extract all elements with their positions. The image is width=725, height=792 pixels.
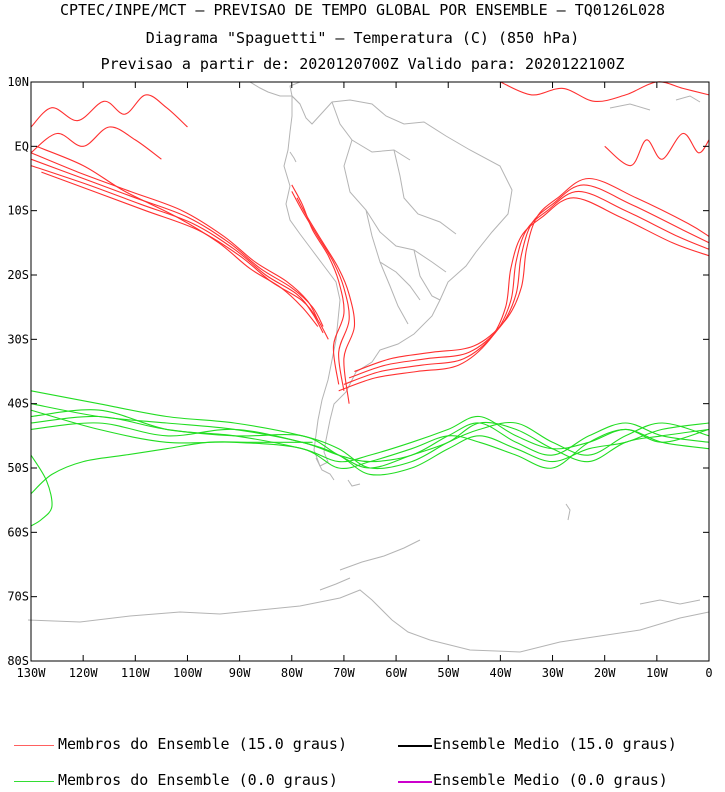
title-line-3: Previsao a partir de: 2020120700Z Valido… bbox=[100, 55, 625, 73]
legend-label-members_0: Membros do Ensemble (0.0 graus) bbox=[58, 771, 338, 789]
x-tick-label: 70W bbox=[333, 666, 355, 680]
coastline bbox=[289, 81, 301, 105]
coastline bbox=[27, 589, 710, 653]
x-tick-label: 110W bbox=[121, 666, 151, 680]
country-border bbox=[413, 249, 441, 301]
coastline bbox=[283, 94, 513, 467]
y-tick-label: 10N bbox=[7, 75, 29, 89]
country-border bbox=[393, 149, 457, 235]
legend-swatch-mean_15 bbox=[398, 745, 432, 747]
series-red-member-2 bbox=[30, 152, 319, 321]
plot-frame bbox=[30, 81, 710, 662]
series-red-atlantic-1 bbox=[348, 184, 710, 379]
legend-swatch-members_15 bbox=[14, 745, 54, 746]
y-tick-label: 20S bbox=[7, 268, 29, 282]
x-tick-label: 0 bbox=[705, 666, 712, 680]
series-red-andes-2 bbox=[296, 197, 356, 404]
x-tick-label: 60W bbox=[385, 666, 407, 680]
x-tick-label: 90W bbox=[229, 666, 251, 680]
x-tick-label: 20W bbox=[594, 666, 616, 680]
series-red-atlantic-3 bbox=[338, 197, 710, 392]
series-red-andes-1 bbox=[291, 191, 350, 391]
series-green-member-6 bbox=[30, 415, 710, 469]
country-border bbox=[343, 139, 447, 273]
coastline-map bbox=[27, 81, 710, 653]
series-red-member-3 bbox=[30, 165, 324, 334]
x-tick-label: 80W bbox=[281, 666, 303, 680]
axes: 130W 120W 110W 100W 90W 80W 70W 60W 50W 40W 30W 20W… bbox=[7, 75, 712, 680]
coastline bbox=[609, 103, 651, 111]
coastline bbox=[315, 457, 335, 481]
coastline bbox=[675, 95, 701, 103]
coastline bbox=[347, 479, 361, 487]
coastline bbox=[249, 81, 292, 97]
series-green-southwest-2 bbox=[30, 441, 313, 495]
series-red-atlantic-4 bbox=[354, 177, 710, 373]
country-border bbox=[331, 101, 411, 161]
series-red-north-pacific-2 bbox=[30, 126, 162, 160]
series-green-southwest-1 bbox=[30, 454, 53, 527]
series-green-member-1 bbox=[30, 403, 710, 463]
series-red-north-atlantic-1 bbox=[500, 81, 710, 103]
series-red-member-5 bbox=[41, 171, 329, 340]
coastline bbox=[289, 151, 297, 163]
title-line-2: Diagrama "Spaguetti" – Temperatura (C) (… bbox=[145, 29, 580, 47]
coastline bbox=[639, 599, 701, 605]
series-red-andes-3 bbox=[291, 184, 345, 385]
x-tick-label: 100W bbox=[173, 666, 203, 680]
x-tick-label: 30W bbox=[542, 666, 564, 680]
series-red-atlantic-2 bbox=[343, 190, 710, 385]
x-tick-label: 40W bbox=[490, 666, 512, 680]
series-red-north-atlantic-2 bbox=[604, 132, 710, 167]
y-tick-label: 50S bbox=[7, 461, 29, 475]
title-line-1: CPTEC/INPE/MCT – PREVISAO DE TEMPO GLOBA… bbox=[59, 1, 666, 19]
y-tick-label: 40S bbox=[7, 397, 29, 411]
series-layer bbox=[30, 81, 710, 527]
y-tick-label: 60S bbox=[7, 525, 29, 539]
country-border bbox=[379, 261, 421, 301]
series-red-north-pacific-1 bbox=[30, 94, 188, 128]
y-tick-label: 10S bbox=[7, 204, 29, 218]
coastline bbox=[319, 577, 351, 591]
legend-label-members_15: Membros do Ensemble (15.0 graus) bbox=[58, 735, 347, 753]
x-tick-label: 50W bbox=[437, 666, 459, 680]
y-tick-label: EQ bbox=[15, 139, 29, 153]
y-tick-label: 70S bbox=[7, 590, 29, 604]
legend-swatch-mean_0 bbox=[398, 781, 432, 783]
y-tick-label: 80S bbox=[7, 654, 29, 668]
coastline bbox=[565, 503, 571, 521]
x-tick-label: 10W bbox=[646, 666, 668, 680]
legend-swatch-members_0 bbox=[14, 781, 54, 782]
y-tick-label: 30S bbox=[7, 332, 29, 346]
series-red-member-4 bbox=[35, 145, 319, 327]
legend-label-mean_0: Ensemble Medio (0.0 graus) bbox=[433, 771, 668, 789]
x-tick-label: 120W bbox=[69, 666, 99, 680]
series-green-member-5 bbox=[30, 409, 710, 470]
coastline bbox=[339, 539, 421, 571]
legend-label-mean_15: Ensemble Medio (15.0 graus) bbox=[433, 735, 677, 753]
country-border bbox=[365, 209, 409, 325]
series-green-member-4 bbox=[30, 422, 710, 476]
series-green-member-3 bbox=[30, 390, 710, 470]
x-tick-label: 130W bbox=[17, 666, 47, 680]
